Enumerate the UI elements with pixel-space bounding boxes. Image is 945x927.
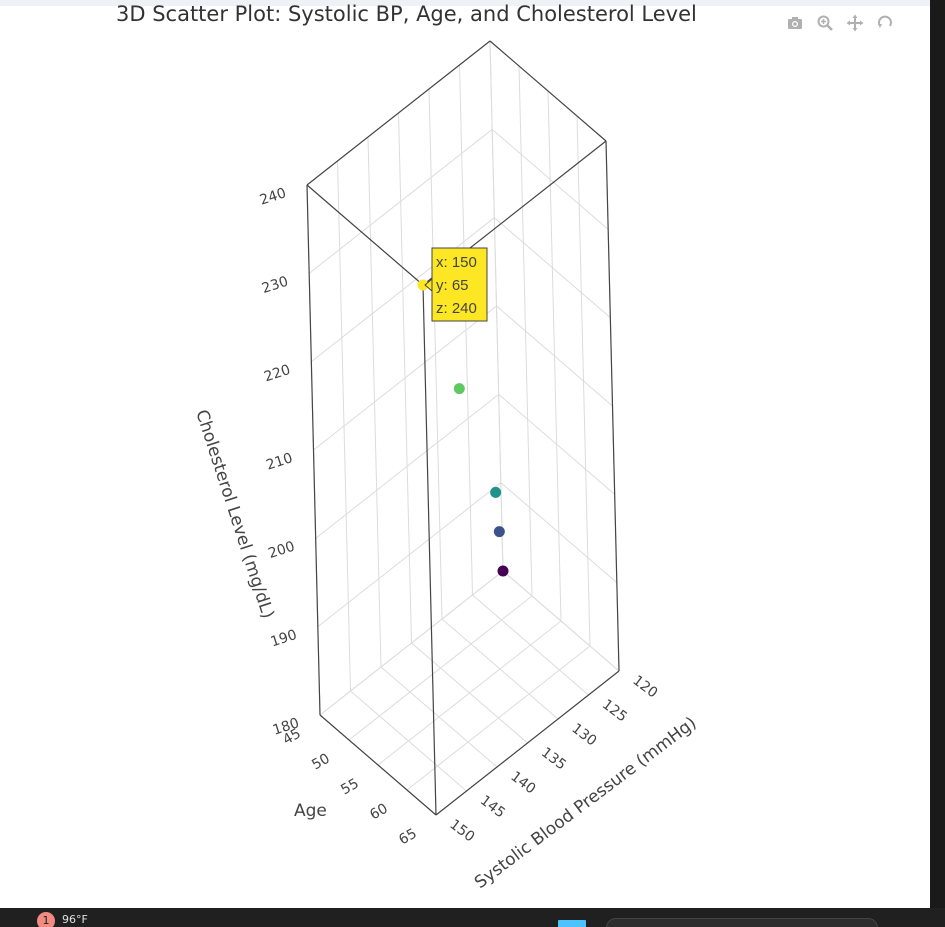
y-tick-label: 45: [280, 726, 303, 749]
data-point[interactable]: [497, 565, 509, 577]
grid-line-back-z: [500, 482, 618, 584]
box-edge-3: [605, 140, 620, 672]
box-edge-1: [319, 714, 437, 816]
hover-tooltip: x: 150 y: 65 z: 240: [424, 247, 488, 322]
y-tick-label: 60: [367, 801, 390, 824]
grid-line-wall-z: [313, 305, 497, 451]
box-edge-4: [306, 184, 321, 716]
z-axis-title: Cholesterol Level (mg/dL): [191, 407, 277, 621]
plot-area[interactable]: [0, 6, 930, 908]
browser-top-strip: [0, 0, 945, 6]
tooltip-box: [431, 247, 488, 322]
x-tick-label: 135: [538, 745, 569, 774]
data-point[interactable]: [417, 279, 429, 291]
grid-line-back-z: [494, 217, 611, 319]
grid-layer: [306, 40, 620, 816]
z-tick-label: 210: [264, 450, 294, 473]
chart-title: 3D Scatter Plot: Systolic BP, Age, and C…: [116, 2, 697, 26]
weather-widget[interactable]: 96°F: [62, 913, 88, 926]
z-tick-label: 240: [258, 185, 288, 208]
box-edge-6: [306, 184, 424, 286]
tooltip-line: y: 65: [436, 277, 469, 294]
x-tick-label: 150: [447, 817, 478, 846]
widgets-icon[interactable]: [558, 920, 586, 927]
data-point[interactable]: [490, 486, 502, 498]
orbit-rotation-icon[interactable]: [874, 12, 896, 34]
grid-line-floor-y: [406, 645, 591, 791]
x-tick-label: 120: [630, 673, 661, 702]
tooltip-line: z: 240: [436, 300, 477, 317]
y-tick-label: 65: [396, 826, 419, 849]
grid-line-wall-z: [319, 570, 504, 716]
camera-icon[interactable]: [784, 12, 806, 34]
taskbar-search[interactable]: [606, 918, 878, 927]
grid-line-wall-z: [311, 217, 495, 363]
grid-line-wall-z: [315, 393, 499, 539]
x-tick-label: 125: [599, 697, 630, 726]
window-edge: [930, 0, 945, 908]
grid-line-wall-z: [308, 128, 493, 274]
grid-line-floor-y: [377, 620, 562, 766]
box-edge-8: [489, 40, 607, 142]
grid-line-floor-y: [348, 595, 533, 741]
y-axis-title: Age: [294, 801, 327, 821]
grid-line-wall-z: [317, 482, 502, 628]
z-tick-label: 180: [271, 715, 301, 738]
box-edge-7: [306, 40, 491, 186]
y-tick-label: 50: [309, 751, 332, 774]
box-edge-2: [422, 284, 437, 816]
data-point[interactable]: [493, 526, 505, 538]
grid-line-back-z: [496, 305, 613, 407]
zoom-icon[interactable]: [814, 12, 836, 34]
grid-line-back-z: [498, 393, 615, 495]
grid-line-back-z: [491, 128, 609, 230]
modebar: [784, 12, 896, 34]
z-tick-label: 200: [266, 539, 296, 562]
z-tick-label: 230: [260, 274, 290, 297]
y-tick-label: 55: [338, 776, 361, 799]
notification-badge[interactable]: 1: [37, 912, 55, 927]
z-tick-label: 220: [262, 362, 292, 385]
point-layer: [417, 279, 509, 577]
axis-layer: [306, 40, 620, 816]
box-edge-0: [435, 670, 620, 816]
data-point[interactable]: [453, 383, 465, 395]
x-tick-label: 140: [508, 769, 539, 798]
x-tick-label: 130: [569, 721, 600, 750]
grid-line-back-z: [502, 570, 620, 672]
x-tick-label: 145: [477, 793, 508, 822]
tooltip-line: x: 150: [436, 254, 477, 271]
z-tick-label: 190: [269, 627, 299, 650]
pan-icon[interactable]: [844, 12, 866, 34]
